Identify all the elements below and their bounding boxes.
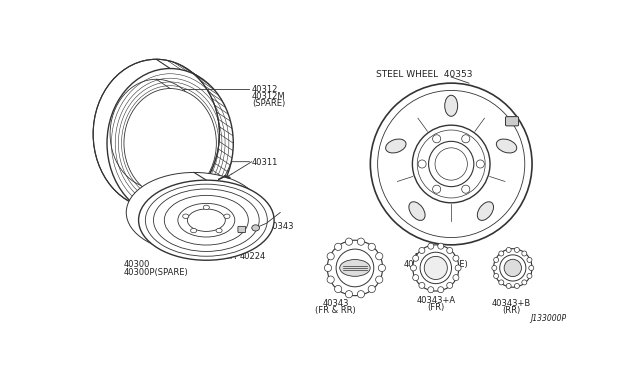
Ellipse shape	[445, 95, 458, 116]
Circle shape	[420, 252, 451, 283]
Circle shape	[424, 256, 447, 279]
Ellipse shape	[126, 173, 262, 253]
Text: STEEL WHEEL  40353: STEEL WHEEL 40353	[376, 70, 472, 79]
Circle shape	[368, 285, 375, 293]
Ellipse shape	[340, 260, 370, 276]
Ellipse shape	[497, 139, 516, 153]
Circle shape	[500, 255, 526, 281]
Ellipse shape	[418, 160, 426, 168]
Ellipse shape	[110, 79, 202, 189]
Circle shape	[492, 266, 497, 270]
Ellipse shape	[477, 202, 493, 220]
Circle shape	[357, 238, 365, 245]
Ellipse shape	[461, 185, 470, 193]
Circle shape	[438, 243, 444, 249]
Circle shape	[453, 275, 459, 280]
Circle shape	[493, 257, 499, 262]
Ellipse shape	[371, 83, 532, 245]
Ellipse shape	[204, 205, 209, 209]
Ellipse shape	[412, 125, 490, 203]
Circle shape	[447, 282, 452, 288]
Circle shape	[529, 266, 534, 270]
Text: (SPARE): (SPARE)	[252, 99, 285, 108]
Circle shape	[522, 280, 527, 285]
Text: 40343: 40343	[323, 299, 349, 308]
Circle shape	[522, 251, 527, 256]
Circle shape	[419, 247, 425, 253]
Circle shape	[453, 255, 459, 261]
Circle shape	[504, 259, 522, 277]
Circle shape	[506, 283, 511, 288]
Circle shape	[506, 247, 511, 253]
Circle shape	[327, 253, 334, 260]
Text: 40300: 40300	[413, 253, 439, 262]
Circle shape	[428, 287, 434, 293]
Circle shape	[419, 282, 425, 288]
Ellipse shape	[433, 185, 441, 193]
Ellipse shape	[216, 228, 222, 233]
Ellipse shape	[409, 202, 425, 220]
Circle shape	[515, 247, 520, 253]
Ellipse shape	[461, 135, 470, 143]
Circle shape	[327, 240, 383, 296]
Ellipse shape	[224, 214, 230, 218]
Circle shape	[413, 245, 459, 291]
Text: 40312M: 40312M	[252, 92, 285, 102]
Ellipse shape	[476, 160, 484, 168]
FancyBboxPatch shape	[506, 117, 518, 126]
Text: (RR): (RR)	[502, 307, 520, 315]
Text: 40312: 40312	[252, 86, 278, 94]
Ellipse shape	[93, 59, 220, 209]
Text: 40343: 40343	[268, 222, 294, 231]
Circle shape	[327, 276, 334, 283]
Text: (FR & RR): (FR & RR)	[316, 307, 356, 315]
Circle shape	[335, 243, 342, 250]
Text: 40300P(SPARE): 40300P(SPARE)	[403, 260, 468, 269]
Circle shape	[378, 264, 385, 272]
Text: 40343+A: 40343+A	[416, 296, 456, 305]
Text: 40300: 40300	[124, 260, 150, 269]
Ellipse shape	[433, 135, 441, 143]
Circle shape	[357, 291, 365, 298]
Circle shape	[499, 280, 504, 285]
Text: 40300A: 40300A	[205, 252, 237, 261]
Circle shape	[515, 283, 520, 288]
Circle shape	[438, 287, 444, 293]
Circle shape	[376, 253, 383, 260]
Text: 40343+B: 40343+B	[492, 299, 531, 308]
Ellipse shape	[252, 225, 259, 231]
Circle shape	[413, 255, 419, 261]
Ellipse shape	[182, 214, 189, 218]
Circle shape	[493, 273, 499, 279]
Circle shape	[410, 265, 417, 271]
Ellipse shape	[124, 89, 216, 198]
FancyBboxPatch shape	[238, 226, 246, 232]
Circle shape	[368, 243, 375, 250]
Text: 40300P(SPARE): 40300P(SPARE)	[124, 268, 189, 277]
Ellipse shape	[386, 139, 406, 153]
Circle shape	[455, 265, 461, 271]
Circle shape	[493, 249, 532, 287]
Text: J133000P: J133000P	[531, 314, 566, 323]
Circle shape	[376, 276, 383, 283]
Circle shape	[447, 247, 452, 253]
Circle shape	[335, 285, 342, 293]
Ellipse shape	[139, 180, 274, 260]
Circle shape	[413, 275, 419, 280]
Circle shape	[346, 238, 353, 245]
Circle shape	[428, 243, 434, 249]
Circle shape	[346, 291, 353, 298]
Text: 40311: 40311	[252, 158, 278, 167]
Circle shape	[527, 273, 532, 279]
Ellipse shape	[429, 141, 474, 187]
Circle shape	[336, 249, 374, 287]
Circle shape	[499, 251, 504, 256]
Circle shape	[527, 257, 532, 262]
Text: 40224: 40224	[239, 252, 266, 261]
Text: (FR): (FR)	[427, 303, 444, 312]
Ellipse shape	[191, 228, 196, 233]
Circle shape	[324, 264, 332, 272]
